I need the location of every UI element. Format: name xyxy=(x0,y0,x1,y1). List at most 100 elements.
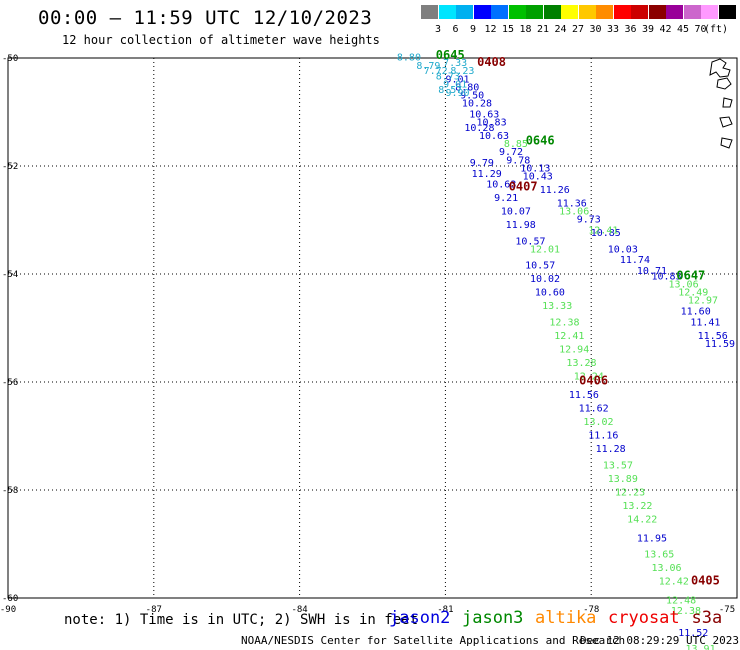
swh-value: 9.73 xyxy=(577,215,601,226)
swh-value: 9.50 xyxy=(460,91,484,102)
swh-value: 10.07 xyxy=(501,207,531,218)
swh-value: 12.49 xyxy=(678,288,708,299)
swh-value: 14.22 xyxy=(627,514,657,525)
swh-value: 12.94 xyxy=(559,344,589,355)
pass-annotations: 0645 0408 0646 0407 0647 0406 0405 xyxy=(436,48,720,587)
swh-value: 11.16 xyxy=(588,431,618,442)
colorbar-label: 15 xyxy=(501,24,515,35)
colorbar-swatch xyxy=(526,5,543,19)
swh-value: 11.56 xyxy=(569,390,599,401)
swh-value: 11.56 xyxy=(698,331,728,342)
swh-value: 8.73 xyxy=(436,72,460,83)
swh-value: 11.29 xyxy=(472,169,502,180)
swh-value: 12.38 xyxy=(671,606,701,617)
colorbar-label: 33 xyxy=(606,24,620,35)
page-subtitle: 12 hour collection of altimeter wave hei… xyxy=(62,33,380,47)
swh-value: 10.63 xyxy=(479,131,509,142)
swh-value: 10.28 xyxy=(464,123,494,134)
colorbar-swatch xyxy=(613,5,631,19)
colorbar-label: 6 xyxy=(452,24,459,35)
swh-value: 12.41 xyxy=(554,331,584,342)
swh-value: 8.79 xyxy=(416,61,440,72)
x-tick-label: -87 xyxy=(146,605,162,615)
swh-value: 13.91 xyxy=(685,644,715,650)
y-tick-label: -58 xyxy=(2,486,18,496)
swh-value: 9.90 xyxy=(446,88,470,99)
footer-credit: NOAA/NESDIS Center for Satellite Applica… xyxy=(241,634,626,647)
swh-value: 11.60 xyxy=(681,307,711,318)
satellite-label-jason2: jason2 xyxy=(389,608,451,628)
coastline-fragment xyxy=(709,58,733,149)
swh-value: 10.83 xyxy=(651,271,681,282)
swh-value: 10.57 xyxy=(525,261,555,272)
swh-value: 9.72 xyxy=(499,147,523,158)
x-tick-label: -81 xyxy=(437,605,453,615)
colorbar-swatch xyxy=(631,5,648,19)
swh-value: 13.65 xyxy=(644,550,674,561)
colorbar-swatch xyxy=(718,5,736,19)
swh-value: 10.83 xyxy=(477,118,507,129)
swh-value: 10.85 xyxy=(591,228,621,239)
swh-value: 10.43 xyxy=(523,172,553,183)
pass-time-label: 0405 xyxy=(691,574,720,588)
y-tick-label: -54 xyxy=(2,270,18,280)
swh-value: 12.24 xyxy=(574,371,604,382)
swh-value: 12.97 xyxy=(688,296,718,307)
colorbar-swatch xyxy=(683,5,701,19)
swh-value: 10.63 xyxy=(486,180,516,191)
satellite-label-cryosat: cryosat xyxy=(608,608,680,628)
swh-value: 8.85 xyxy=(504,139,528,150)
colorbar-label: 36 xyxy=(624,24,637,35)
colorbar-label: 3 xyxy=(434,24,442,35)
swh-value: 9.79 xyxy=(470,158,494,169)
footer-note: note: 1) Time is in UTC; 2) SWH is in fe… xyxy=(64,612,419,628)
y-tick-label: -60 xyxy=(2,594,18,604)
coastline-shape xyxy=(709,58,733,149)
swh-value: 8.57 xyxy=(438,85,462,96)
swh-value: 10.13 xyxy=(520,163,550,174)
swh-value: 12.38 xyxy=(549,317,579,328)
swh-value: 12.48 xyxy=(666,595,696,606)
swh-value: 9.01 xyxy=(446,74,470,85)
pass-time-label: 0407 xyxy=(509,179,538,193)
colorbar-swatch xyxy=(438,5,456,19)
swh-value: 10.60 xyxy=(535,288,565,299)
swh-value: 12.23 xyxy=(615,487,645,498)
colorbar-label: 24 xyxy=(554,24,567,35)
swh-value: 13.06 xyxy=(559,207,589,218)
swh-value: 11.36 xyxy=(557,199,587,210)
y-tick-label: -52 xyxy=(2,162,18,172)
y-tick-label: -50 xyxy=(2,54,18,64)
colorbar-swatch xyxy=(578,5,596,19)
swh-value: 12.42 xyxy=(659,577,689,588)
satellite-label-altika: altika xyxy=(535,608,597,628)
swh-value: 10.03 xyxy=(608,244,638,255)
colorbar-label: 12 xyxy=(484,24,497,35)
colorbar-swatch xyxy=(648,5,666,19)
swh-value: 12.01 xyxy=(530,244,560,255)
pass-time-label: 0406 xyxy=(579,374,608,388)
colorbar-label: 9 xyxy=(469,24,477,35)
swh-value: 13.06 xyxy=(651,563,681,574)
swh-value: 7.33 xyxy=(443,58,467,69)
colorbar-swatch xyxy=(561,5,578,19)
satellite-label-jason3: jason3 xyxy=(462,608,524,628)
footer-timestamp: Dec 12 08:29:29 UTC 2023 xyxy=(580,634,739,647)
colorbar-swatch xyxy=(508,5,526,19)
swh-value: 10.71 xyxy=(637,266,667,277)
swh-value: 13.22 xyxy=(622,501,652,512)
pass-time-label: 0408 xyxy=(477,55,506,69)
swh-value: 11.74 xyxy=(620,255,650,266)
swh-value: 8.80 xyxy=(455,82,479,93)
colorbar-swatch xyxy=(491,5,508,19)
plot-frame xyxy=(7,57,738,599)
x-tick-label: -84 xyxy=(291,605,307,615)
x-tick-label: -78 xyxy=(583,605,599,615)
swh-value: 9.78 xyxy=(506,155,530,166)
swh-value: 9.01 xyxy=(443,80,467,91)
colorbar-label: 45 xyxy=(676,24,690,35)
colorbar-label: 21 xyxy=(536,24,550,35)
swh-value: 10.02 xyxy=(530,274,560,285)
swh-value: 13.06 xyxy=(668,280,698,291)
